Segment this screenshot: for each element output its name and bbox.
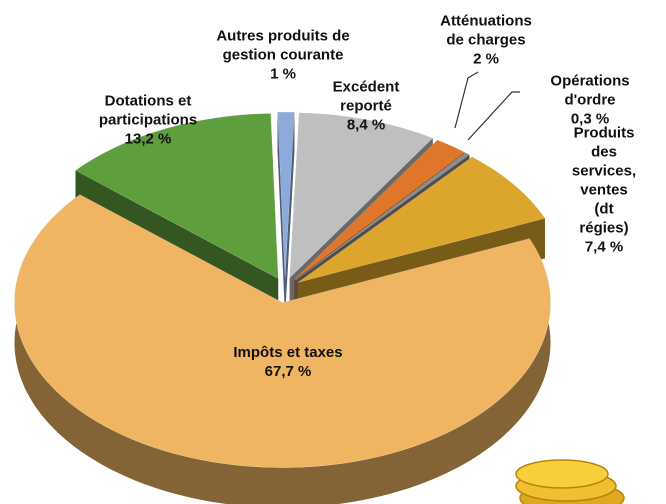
- leader-line: [454, 71, 479, 129]
- slice-wall: [285, 112, 295, 318]
- category-label: Opérations d'ordre: [550, 72, 630, 109]
- category-label: Produits des services, ventes (dt régies…: [571, 124, 637, 237]
- category-label: Excédent reporté: [332, 78, 400, 115]
- slice-label: Excédent reporté 8,4 %: [333, 78, 400, 135]
- slice-label: Atténuations de charges 2 %: [440, 12, 532, 69]
- category-label: Dotations et participations: [98, 92, 198, 129]
- slices: [14, 111, 551, 504]
- coin: [515, 459, 609, 489]
- coins: [515, 459, 625, 504]
- value-label: 7,4 %: [584, 238, 624, 256]
- slice-label: Impôts et taxes 67,7 %: [233, 343, 342, 381]
- value-label: 2 %: [473, 50, 499, 68]
- slice: [289, 112, 434, 279]
- value-label: 13,2 %: [124, 130, 172, 148]
- slice: [297, 156, 546, 283]
- slice: [295, 152, 470, 281]
- category-label: Impôts et taxes: [233, 344, 343, 361]
- slice: [277, 111, 295, 278]
- slice-label: Dotations et participations 13,2 %: [99, 92, 197, 149]
- slice-wall: [277, 112, 286, 318]
- value-label: 0,3 %: [570, 110, 610, 128]
- value-label: 67,7 %: [264, 363, 312, 380]
- slice: [75, 113, 279, 279]
- slice-label: Autres produits de gestion courante 1 %: [216, 27, 349, 84]
- leader-line: [467, 91, 520, 141]
- category-label: Autres produits de gestion courante: [216, 27, 350, 64]
- value-label: 1 %: [270, 65, 296, 83]
- category-label: Atténuations de charges: [440, 12, 532, 49]
- slice: [294, 139, 466, 280]
- value-label: 8,4 %: [346, 116, 386, 134]
- slice-label: Produits des services, ventes (dt régies…: [572, 124, 636, 257]
- slice-label: Opérations d'ordre 0,3 %: [550, 72, 629, 129]
- leader-lines: [454, 71, 520, 141]
- slice: [14, 194, 551, 468]
